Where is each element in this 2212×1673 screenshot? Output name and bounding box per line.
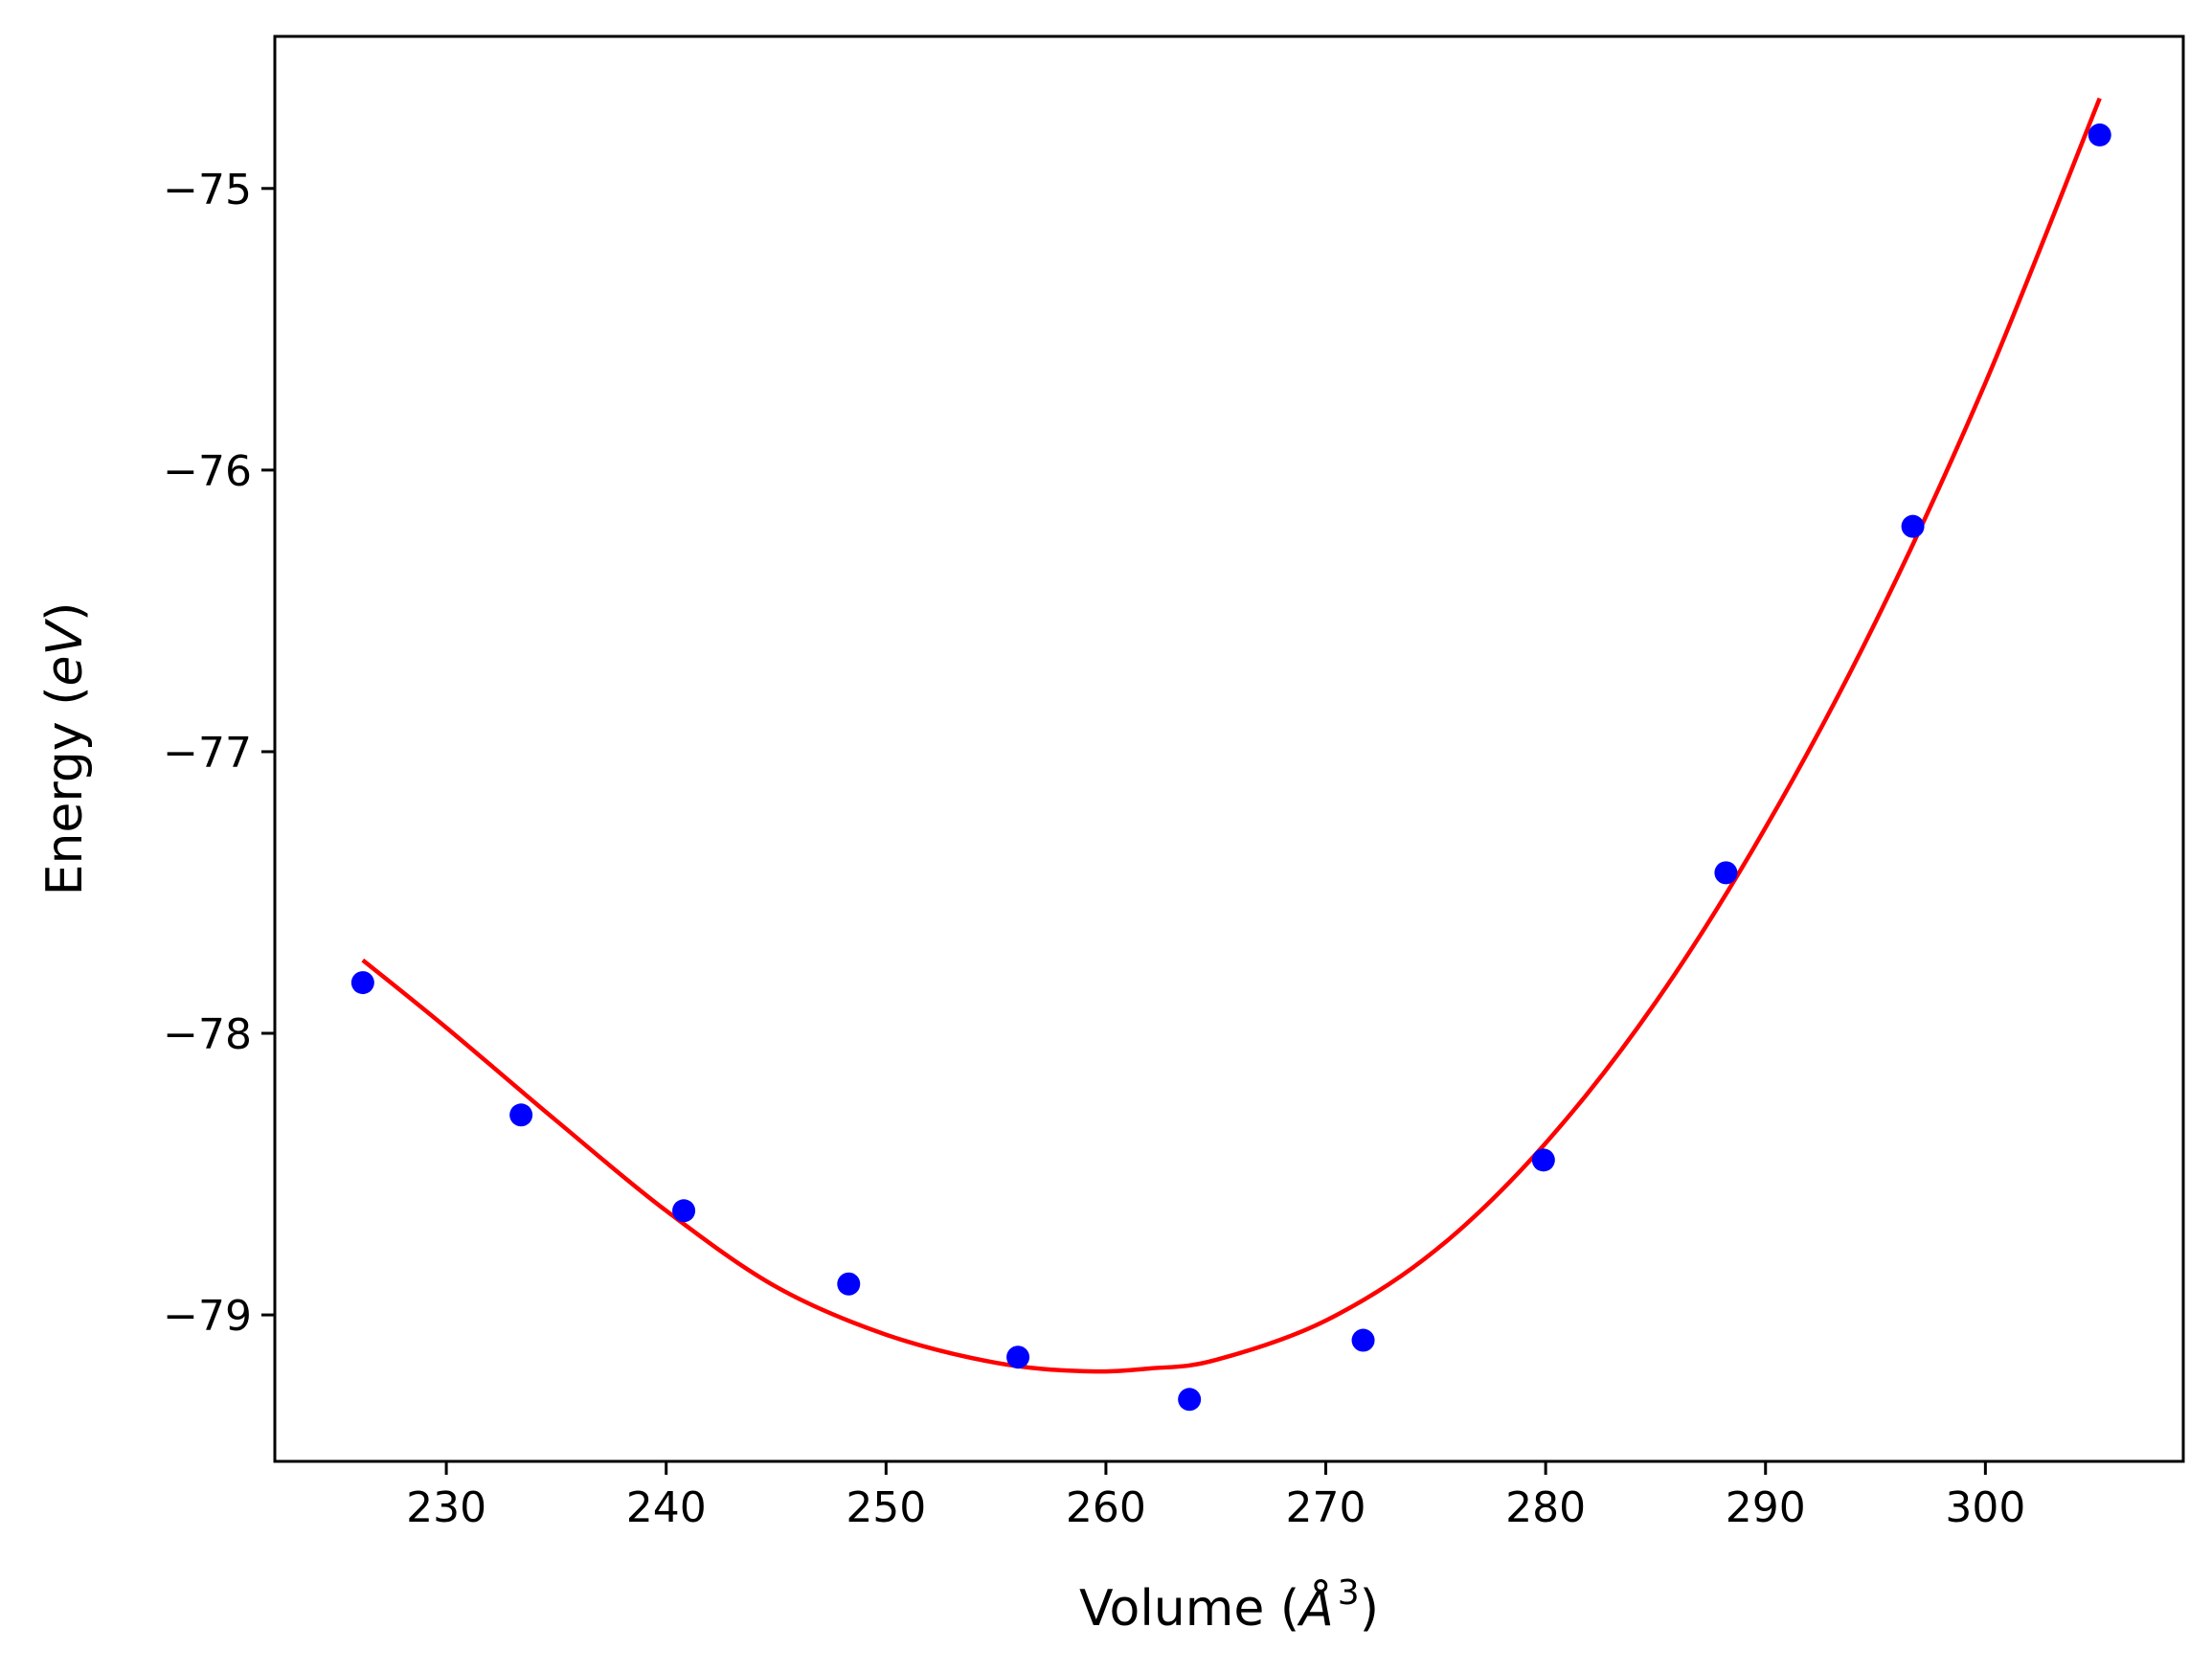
data-points-layer <box>350 123 2111 1412</box>
x-tick-label: 300 <box>1945 1483 2025 1532</box>
data-point <box>1901 514 1925 538</box>
x-tick-label: 230 <box>406 1483 486 1532</box>
y-axis-ticks: −79 −78 −77 −76 −75 <box>163 166 275 1341</box>
fit-curve-layer <box>361 97 2102 1374</box>
y-tick-label: −76 <box>163 447 252 496</box>
data-point <box>1178 1388 1202 1412</box>
y-axis-label: Energy (eV) <box>36 602 94 896</box>
data-point <box>509 1103 533 1127</box>
x-axis-label: Volume (Å 3) <box>1079 1573 1379 1638</box>
fit-curve-line <box>361 97 2102 1374</box>
data-point <box>350 971 374 995</box>
data-point <box>2088 123 2111 147</box>
data-point <box>1714 861 1738 885</box>
data-point <box>837 1272 861 1296</box>
data-point <box>1531 1148 1555 1172</box>
x-tick-label: 240 <box>626 1483 707 1532</box>
x-tick-label: 280 <box>1505 1483 1586 1532</box>
data-point <box>672 1199 696 1223</box>
x-tick-label: 290 <box>1726 1483 1806 1532</box>
x-tick-label: 260 <box>1066 1483 1146 1532</box>
data-point <box>1351 1328 1375 1352</box>
x-tick-label: 270 <box>1286 1483 1366 1532</box>
y-tick-label: −77 <box>163 729 252 778</box>
plot-frame <box>273 34 2185 1463</box>
x-axis-ticks: 230 240 250 260 270 280 290 300 <box>406 1461 2025 1532</box>
y-tick-label: −79 <box>163 1292 252 1341</box>
y-tick-label: −78 <box>163 1010 252 1059</box>
x-tick-label: 250 <box>846 1483 926 1532</box>
data-point <box>1006 1345 1030 1369</box>
y-tick-label: −75 <box>163 166 252 215</box>
